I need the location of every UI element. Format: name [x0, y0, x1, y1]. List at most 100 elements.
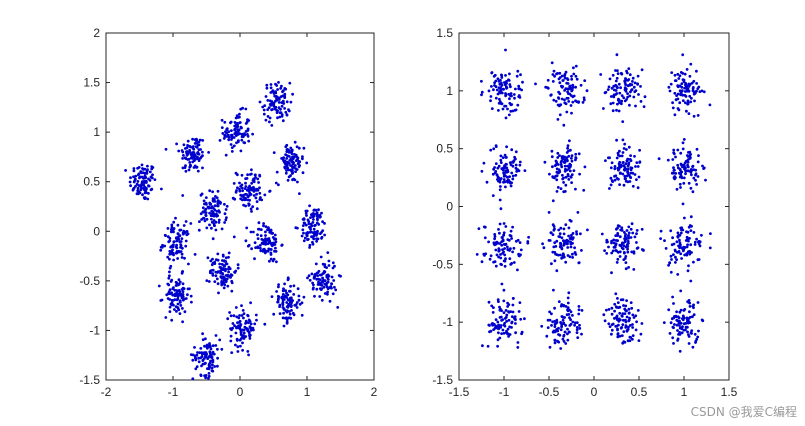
- data-point: [170, 298, 174, 302]
- watermark-text: CSDN @我爱C编程: [690, 405, 797, 419]
- data-point: [626, 250, 630, 254]
- data-point: [287, 109, 291, 113]
- data-point: [612, 94, 615, 98]
- data-point: [323, 265, 327, 269]
- data-point: [679, 90, 683, 94]
- data-point: [503, 153, 507, 157]
- data-point: [510, 315, 514, 318]
- data-point: [206, 205, 210, 209]
- data-point: [274, 240, 278, 244]
- data-point: [506, 107, 509, 111]
- data-point: [206, 256, 210, 260]
- data-point: [692, 79, 696, 83]
- data-point: [225, 216, 228, 220]
- data-point: [679, 321, 683, 325]
- data-point: [222, 137, 226, 140]
- data-point: [503, 247, 506, 250]
- data-point: [284, 289, 287, 293]
- data-point: [618, 183, 621, 187]
- data-point: [291, 155, 294, 159]
- data-point: [232, 136, 236, 139]
- data-point: [225, 262, 229, 266]
- data-point: [614, 305, 618, 309]
- data-point: [244, 196, 247, 200]
- data-point: [210, 263, 214, 267]
- data-point: [615, 53, 619, 57]
- x-tick-label: -1.5: [449, 385, 470, 399]
- data-point: [241, 194, 244, 198]
- data-point: [634, 165, 637, 168]
- data-point: [277, 285, 280, 289]
- data-point: [676, 85, 680, 89]
- data-point: [687, 112, 691, 115]
- data-point: [574, 64, 578, 68]
- data-point: [558, 253, 562, 257]
- data-point: [696, 258, 700, 262]
- data-point: [624, 162, 628, 166]
- data-point: [147, 192, 150, 195]
- data-point: [621, 161, 625, 164]
- data-point: [565, 81, 569, 85]
- data-point: [136, 173, 140, 177]
- data-point: [697, 239, 701, 243]
- data-point: [221, 281, 225, 285]
- data-point: [505, 313, 509, 317]
- data-point: [610, 241, 613, 245]
- data-point: [671, 236, 674, 240]
- data-point: [681, 147, 685, 151]
- data-point: [208, 271, 212, 275]
- data-point: [300, 234, 304, 238]
- data-point: [623, 166, 627, 170]
- data-point: [501, 318, 505, 321]
- data-point: [211, 369, 215, 373]
- data-point: [639, 100, 643, 103]
- data-point: [527, 235, 530, 239]
- data-point: [289, 146, 293, 150]
- data-point: [632, 268, 636, 271]
- data-point: [225, 204, 229, 208]
- data-point: [253, 241, 257, 245]
- data-point: [552, 245, 556, 249]
- data-point: [207, 367, 211, 371]
- data-point: [620, 326, 624, 329]
- data-point: [234, 306, 238, 309]
- data-point: [616, 226, 619, 230]
- data-point: [301, 224, 305, 228]
- data-point: [491, 194, 495, 198]
- data-point: [569, 310, 573, 314]
- data-point: [140, 175, 144, 179]
- data-point: [686, 325, 689, 329]
- data-point: [548, 310, 551, 314]
- data-point: [571, 256, 574, 259]
- data-point: [671, 158, 675, 161]
- data-point: [695, 82, 698, 85]
- data-point: [275, 98, 279, 102]
- data-point: [574, 152, 578, 156]
- data-point: [337, 274, 341, 277]
- data-point: [221, 272, 225, 276]
- data-point: [296, 180, 299, 184]
- y-tick-label: 1.5: [83, 76, 100, 90]
- data-point: [680, 257, 683, 260]
- data-point: [506, 327, 510, 331]
- data-point: [580, 309, 584, 312]
- data-point: [183, 256, 186, 260]
- data-point: [696, 335, 700, 339]
- data-point: [571, 232, 575, 235]
- data-point: [664, 247, 668, 250]
- data-point: [688, 321, 692, 324]
- data-point: [189, 222, 193, 225]
- data-point: [281, 293, 285, 296]
- data-point: [257, 227, 260, 231]
- data-point: [182, 154, 185, 157]
- data-point: [204, 337, 207, 341]
- data-point: [186, 152, 190, 156]
- data-point: [238, 121, 242, 124]
- data-point: [212, 219, 216, 222]
- data-point: [227, 255, 230, 259]
- data-point: [684, 172, 687, 176]
- data-point: [129, 176, 132, 180]
- y-tick-label: 0: [446, 200, 453, 214]
- data-point: [677, 77, 681, 80]
- data-point: [512, 261, 516, 264]
